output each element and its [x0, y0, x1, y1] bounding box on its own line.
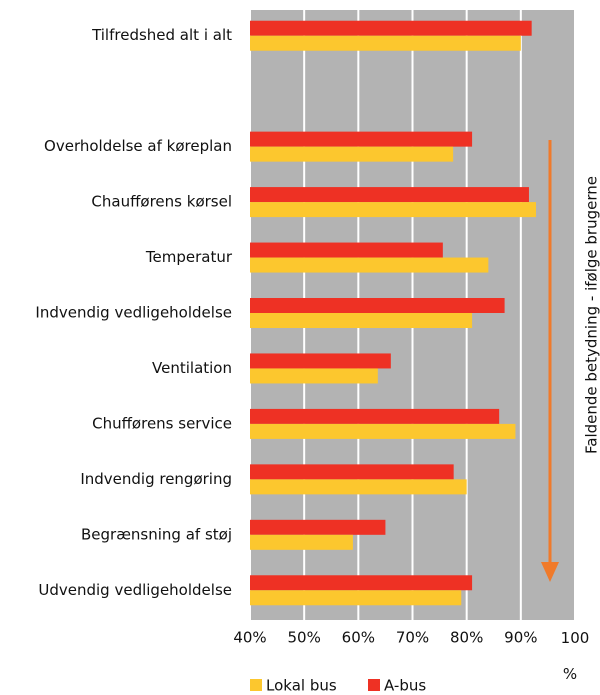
legend-swatch: [250, 679, 262, 691]
x-tick-label: 50%: [287, 629, 320, 647]
y-tick-label: Ventilation: [152, 359, 232, 377]
bar: [250, 20, 532, 36]
y-tick-label: Indvendig rengøring: [80, 470, 232, 488]
x-tick-label: 90%: [504, 629, 537, 647]
bar: [250, 298, 505, 313]
bar: [250, 146, 454, 162]
bar: [250, 423, 516, 439]
bar: [250, 408, 500, 424]
arrow-head: [541, 562, 559, 582]
bar: [250, 257, 489, 273]
x-tick-label: 80%: [450, 629, 483, 647]
y-tick-label: Chufførens service: [92, 414, 232, 432]
y-tick-label: Indvendig vedligeholdelse: [35, 304, 232, 322]
bar: [250, 131, 473, 147]
y-tick-label: Udvendig vedligeholdelse: [38, 581, 232, 599]
y-tick-label: Tilfredshed alt i alt: [91, 26, 232, 44]
bar: [250, 534, 353, 550]
y-tick-label: Chaufførens kørsel: [91, 193, 232, 211]
bar: [250, 590, 462, 606]
bar: [250, 242, 443, 258]
bar: [250, 187, 529, 203]
bar: [250, 313, 473, 328]
x-tick-label: 70%: [396, 629, 429, 647]
bar: [250, 479, 467, 495]
x-tick-label: 60%: [342, 629, 375, 647]
x-tick-label: 40%: [233, 629, 266, 647]
legend-swatch: [368, 679, 380, 691]
bar: [250, 368, 378, 384]
legend-label: Lokal bus: [266, 677, 337, 695]
bar: [250, 35, 521, 51]
bar: [250, 519, 386, 535]
annotation: Faldende betydning - ifølge brugerne: [583, 176, 600, 454]
bar: [250, 202, 536, 218]
x-tick-label: 100%: [561, 629, 590, 683]
legend-label: A-bus: [384, 677, 426, 695]
bar: [250, 575, 473, 591]
bar: [250, 353, 391, 369]
bar: [250, 464, 454, 480]
y-tick-label: Begrænsning af støj: [81, 525, 232, 543]
y-tick-label: Overholdelse af køreplan: [44, 137, 232, 155]
y-tick-label: Temperatur: [145, 248, 233, 266]
